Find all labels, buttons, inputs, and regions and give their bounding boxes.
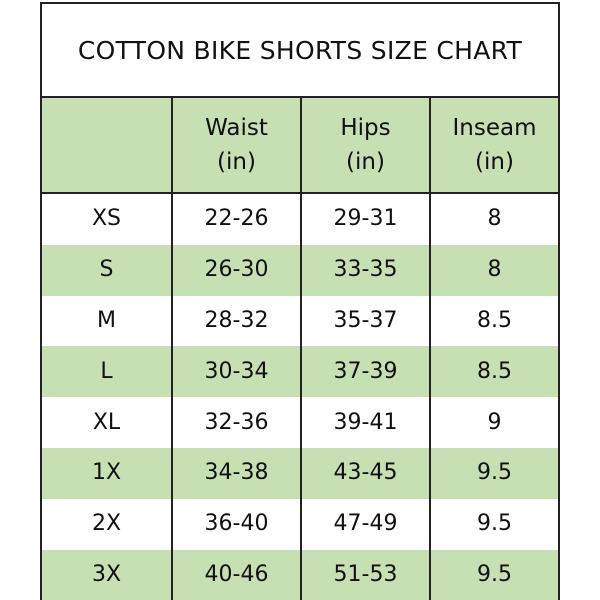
size-chart-table: COTTON BIKE SHORTS SIZE CHART Waist (in)…: [40, 2, 560, 600]
cell-inseam: 9.5: [477, 561, 512, 587]
cell-hips: 47-49: [302, 498, 431, 550]
cell-waist: 34-38: [173, 447, 302, 499]
header-hips: Hips (in): [302, 98, 431, 192]
cell-hips: 33-35: [302, 244, 431, 296]
cell-size: 2X: [42, 498, 173, 550]
table-row: XS 22-26 29-31 8: [42, 194, 558, 245]
header-unit: (in): [217, 149, 256, 175]
cell-hips: 39-41: [302, 397, 431, 448]
cell-size: L: [42, 346, 173, 398]
cell-hips: 43-45: [302, 447, 431, 499]
cell-size: S: [42, 244, 173, 296]
header-unit: (in): [475, 149, 514, 175]
table-row: XL 32-36 39-41 9: [42, 397, 558, 448]
cell-waist: 40-46: [173, 549, 302, 600]
header-label: Inseam: [452, 115, 537, 141]
cell-inseam: 9: [487, 409, 502, 435]
cell-hips: 29-31: [302, 194, 431, 245]
cell-inseam: 8.5: [477, 358, 512, 384]
header-label: Hips: [340, 115, 391, 141]
header-waist: Waist (in): [173, 98, 302, 192]
cell-hips: 37-39: [302, 346, 431, 398]
cell-waist: 36-40: [173, 498, 302, 550]
table-row: M 28-32 35-37 8.5: [42, 295, 558, 347]
cell-inseam: 9.5: [477, 511, 512, 537]
header-size: [42, 98, 173, 192]
cell-waist: 32-36: [173, 397, 302, 448]
cell-hips: 35-37: [302, 295, 431, 347]
cell-size: XL: [42, 397, 173, 448]
cell-size: 1X: [42, 447, 173, 499]
table-row: 3X 40-46 51-53 9.5: [42, 549, 558, 600]
cell-waist: 30-34: [173, 346, 302, 398]
cell-waist: 22-26: [173, 194, 302, 245]
cell-size: M: [42, 295, 173, 347]
cell-inseam: 8: [487, 257, 502, 283]
header-unit: (in): [346, 149, 385, 175]
header-label: Waist: [205, 115, 268, 141]
table-row: S 26-30 33-35 8: [42, 244, 558, 296]
cell-size: 3X: [42, 549, 173, 600]
table-row: 1X 34-38 43-45 9.5: [42, 447, 558, 499]
table-body: XS 22-26 29-31 8 S 26-30 33-35 8 M 28-32 35-37 8.5 L…: [42, 194, 558, 600]
table-row: L 30-34 37-39 8.5: [42, 346, 558, 398]
cell-inseam: 8.5: [477, 307, 512, 333]
chart-title: COTTON BIKE SHORTS SIZE CHART: [42, 4, 558, 98]
cell-waist: 26-30: [173, 244, 302, 296]
header-inseam: Inseam (in): [431, 98, 558, 192]
cell-inseam: 9.5: [477, 460, 512, 486]
cell-hips: 51-53: [302, 549, 431, 600]
cell-inseam: 8: [487, 206, 502, 232]
header-row: Waist (in) Hips (in) Inseam (in): [42, 98, 558, 194]
cell-waist: 28-32: [173, 295, 302, 347]
cell-size: XS: [42, 194, 173, 245]
table-row: 2X 36-40 47-49 9.5: [42, 498, 558, 550]
